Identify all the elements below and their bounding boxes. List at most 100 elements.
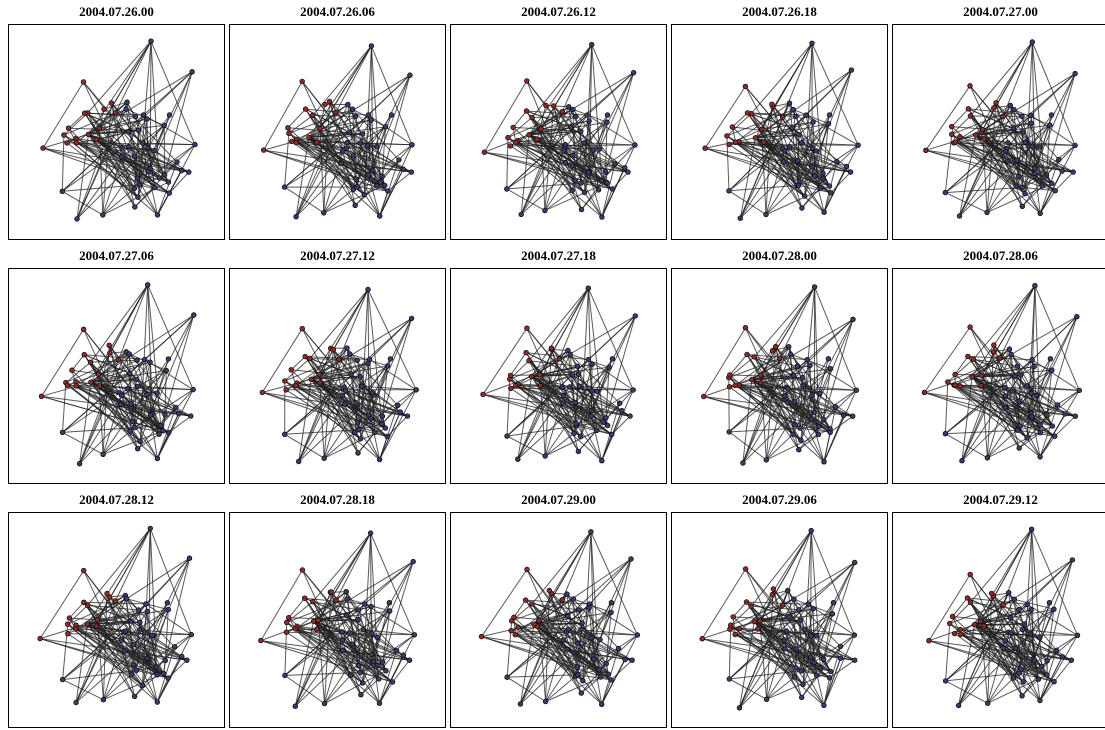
graph-node xyxy=(727,372,733,378)
graph-edge xyxy=(565,144,629,173)
graph-node xyxy=(282,378,288,384)
graph-node xyxy=(769,591,776,598)
graph-node xyxy=(513,139,519,146)
graph-edge xyxy=(755,137,824,180)
graph-node xyxy=(523,349,529,356)
graph-node xyxy=(779,114,786,120)
graph-node xyxy=(793,665,799,671)
graph-edge xyxy=(1022,628,1078,636)
graph-node xyxy=(406,657,413,663)
graph-edge xyxy=(726,113,752,137)
graph-edge xyxy=(90,353,130,383)
graph-edge xyxy=(96,619,104,700)
graph-edge xyxy=(88,71,193,135)
graph-node xyxy=(629,657,635,663)
graph-node xyxy=(352,113,359,120)
graph-edge xyxy=(533,609,579,625)
graph-edge xyxy=(358,363,369,430)
graph-node xyxy=(85,131,92,138)
graph-node xyxy=(64,621,71,627)
graph-node xyxy=(145,282,151,288)
graph-node xyxy=(743,599,750,605)
graph-node xyxy=(1028,120,1034,126)
graph-edge xyxy=(973,285,1036,360)
graph-edge xyxy=(288,114,314,134)
graph-edge xyxy=(131,557,190,675)
graph-edge xyxy=(958,640,1006,706)
graph-edge xyxy=(566,593,580,611)
graph-edge xyxy=(1013,109,1020,177)
graph-edge xyxy=(141,609,169,686)
graph-edge xyxy=(806,318,854,361)
graph-edge xyxy=(754,356,798,367)
graph-node xyxy=(1010,125,1017,132)
graph-edge xyxy=(84,112,158,216)
graph-node xyxy=(732,382,738,389)
graph-edge xyxy=(294,621,315,707)
graph-node xyxy=(1002,393,1009,399)
graph-edge xyxy=(311,378,383,417)
graph-edge xyxy=(567,350,609,426)
graph-node xyxy=(163,367,170,374)
graph-nodes xyxy=(259,286,419,465)
graph-node xyxy=(562,159,569,166)
graph-panel: 2004.07.27.00 xyxy=(892,4,1105,240)
graph-edge xyxy=(959,105,1011,217)
graph-node xyxy=(326,98,333,105)
graph-edge xyxy=(823,634,855,706)
graph-edge xyxy=(323,101,331,213)
graph-node xyxy=(413,387,419,393)
network-graph xyxy=(38,282,197,467)
graph-node xyxy=(946,620,953,627)
graph-edge xyxy=(987,428,1019,459)
graph-node xyxy=(543,102,549,109)
graph-edge xyxy=(1004,387,1041,458)
graph-edge xyxy=(587,288,604,423)
graph-node xyxy=(837,643,844,650)
graph-edge xyxy=(352,643,410,661)
graph-edge xyxy=(601,163,616,218)
graph-node xyxy=(594,427,600,434)
graph-node xyxy=(1007,102,1014,109)
graph-edge xyxy=(482,393,608,426)
graph-edge xyxy=(96,528,151,621)
graph-node xyxy=(355,616,361,623)
graph-edge xyxy=(517,390,593,460)
graph-node xyxy=(742,566,749,572)
graph-edge xyxy=(313,532,372,622)
network-graph-frame xyxy=(892,512,1105,728)
graph-edge xyxy=(766,676,795,700)
graph-node xyxy=(781,392,788,399)
graph-edge xyxy=(144,314,195,360)
graph-node xyxy=(548,345,555,351)
graph-node xyxy=(377,213,383,219)
graph-node xyxy=(375,662,381,669)
graph-node xyxy=(833,404,839,410)
graph-node xyxy=(538,126,544,132)
graph-node xyxy=(952,371,958,378)
graph-edge xyxy=(308,137,354,190)
graph-node xyxy=(186,169,192,175)
graph-edge xyxy=(506,425,577,437)
graph-nodes xyxy=(40,38,198,222)
graph-nodes xyxy=(258,530,418,709)
graph-node xyxy=(967,324,973,330)
graph-node xyxy=(977,618,984,625)
graph-edge xyxy=(544,150,565,211)
graph-edge xyxy=(925,85,971,151)
graph-edge xyxy=(605,367,610,418)
graph-edge xyxy=(567,628,600,671)
graph-edge xyxy=(381,365,389,417)
graph-node xyxy=(336,356,342,363)
graph-node xyxy=(376,456,383,463)
graph-edge xyxy=(62,184,140,192)
graph-edge xyxy=(739,621,755,708)
graph-node xyxy=(372,429,378,436)
graph-node xyxy=(129,671,135,677)
graph-node xyxy=(800,383,806,389)
graph-edge xyxy=(528,134,566,146)
graph-node xyxy=(191,312,197,318)
graph-node xyxy=(288,367,294,373)
graph-node xyxy=(1037,210,1043,217)
graph-edge xyxy=(358,389,417,431)
